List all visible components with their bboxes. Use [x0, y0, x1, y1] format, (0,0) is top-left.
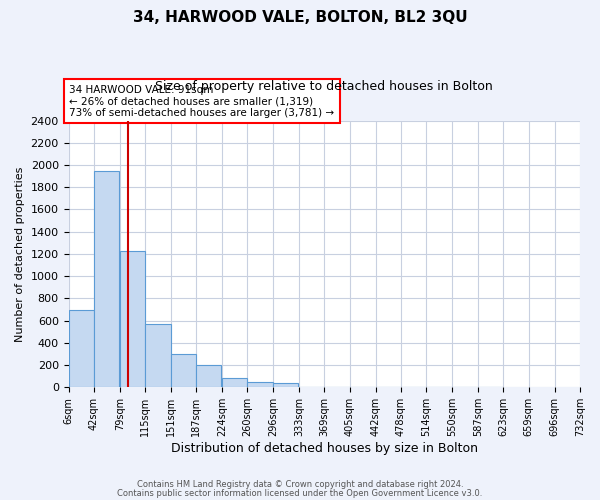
Bar — [273, 384, 298, 388]
Bar — [68, 310, 94, 388]
Y-axis label: Number of detached properties: Number of detached properties — [15, 166, 25, 342]
X-axis label: Distribution of detached houses by size in Bolton: Distribution of detached houses by size … — [171, 442, 478, 455]
Text: 34, HARWOOD VALE, BOLTON, BL2 3QU: 34, HARWOOD VALE, BOLTON, BL2 3QU — [133, 10, 467, 25]
Text: Contains public sector information licensed under the Open Government Licence v3: Contains public sector information licen… — [118, 488, 482, 498]
Text: 34 HARWOOD VALE: 91sqm
← 26% of detached houses are smaller (1,319)
73% of semi-: 34 HARWOOD VALE: 91sqm ← 26% of detached… — [69, 84, 334, 118]
Text: Contains HM Land Registry data © Crown copyright and database right 2024.: Contains HM Land Registry data © Crown c… — [137, 480, 463, 489]
Bar — [196, 365, 221, 388]
Bar — [247, 382, 273, 388]
Bar — [94, 170, 119, 388]
Bar — [120, 250, 145, 388]
Bar — [222, 378, 247, 388]
Title: Size of property relative to detached houses in Bolton: Size of property relative to detached ho… — [155, 80, 493, 93]
Bar — [145, 324, 170, 388]
Bar — [170, 354, 196, 388]
